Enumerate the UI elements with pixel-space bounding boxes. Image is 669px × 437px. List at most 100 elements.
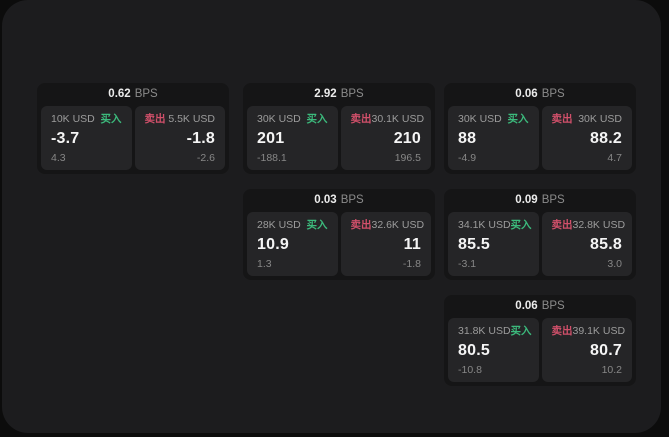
sell-delta: 3.0	[607, 257, 622, 270]
quote-tiles: 28K USD 买入 10.9 1.3 卖出 32.6K USD 11 -1.8	[243, 212, 435, 280]
bps-value: 0.09	[515, 193, 538, 206]
buy-side-badge: 买入	[306, 219, 328, 231]
buy-price: 80.5	[458, 341, 490, 359]
buy-tile[interactable]: 34.1K USD 买入 85.5 -3.1	[448, 212, 539, 276]
buy-tile-top: 30K USD 买入	[257, 114, 328, 125]
sell-price: 85.8	[590, 235, 622, 253]
sell-tile-top: 卖出 30.1K USD	[350, 113, 425, 125]
sell-delta: -1.8	[402, 257, 421, 270]
sell-side-badge: 卖出	[551, 325, 573, 337]
sell-tile[interactable]: 卖出 5.5K USD -1.8 -2.6	[134, 106, 225, 170]
bps-unit-label: BPS	[340, 87, 364, 100]
buy-tile[interactable]: 10K USD 买入 -3.7 4.3	[41, 106, 132, 170]
buy-side-badge: 买入	[507, 113, 529, 125]
sell-size-label: 30.1K USD	[371, 113, 425, 125]
bps-value: 0.06	[515, 87, 538, 100]
sell-delta: 4.7	[607, 151, 622, 164]
quote-card-1: 0.62 BPS 10K USD 买入 -3.7 4.3 卖出 5.5K USD…	[37, 83, 229, 174]
bps-value: 0.06	[515, 299, 538, 312]
buy-size-label: 34.1K USD	[458, 219, 511, 231]
buy-tile-top: 31.8K USD 买入	[458, 325, 532, 337]
sell-size-label: 30K USD	[578, 113, 622, 125]
quote-tiles: 34.1K USD 买入 85.5 -3.1 卖出 32.8K USD 85.8…	[444, 212, 636, 280]
sell-side-badge: 卖出	[144, 113, 166, 125]
quote-tiles: 31.8K USD 买入 80.5 -10.8 卖出 39.1K USD 80.…	[444, 318, 636, 386]
bps-value: 0.03	[314, 193, 337, 206]
buy-delta: -188.1	[257, 151, 287, 164]
buy-size-label: 30K USD	[458, 113, 502, 125]
buy-side-badge: 买入	[510, 219, 532, 231]
quotes-panel: 0.62 BPS 10K USD 买入 -3.7 4.3 卖出 5.5K USD…	[2, 0, 661, 433]
sell-delta: 10.2	[601, 363, 622, 376]
quote-card-2: 2.92 BPS 30K USD 买入 201 -188.1 卖出 30.1K …	[243, 83, 435, 174]
bps-header: 2.92 BPS	[243, 83, 435, 106]
buy-side-badge: 买入	[306, 113, 328, 125]
buy-tile-top: 10K USD 买入	[51, 114, 122, 125]
bps-header: 0.62 BPS	[37, 83, 229, 106]
sell-size-label: 39.1K USD	[572, 325, 626, 337]
buy-delta: 1.3	[257, 257, 272, 270]
bps-unit-label: BPS	[541, 87, 565, 100]
sell-tile-top: 卖出 32.6K USD	[350, 219, 425, 231]
sell-tile[interactable]: 卖出 32.8K USD 85.8 3.0	[541, 212, 632, 276]
buy-tile[interactable]: 31.8K USD 买入 80.5 -10.8	[448, 318, 539, 382]
buy-tile-top: 34.1K USD 买入	[458, 219, 532, 231]
bps-header: 0.06 BPS	[444, 295, 636, 318]
buy-tile[interactable]: 28K USD 买入 10.9 1.3	[247, 212, 338, 276]
quote-tiles: 10K USD 买入 -3.7 4.3 卖出 5.5K USD -1.8 -2.…	[37, 106, 229, 174]
sell-price: 88.2	[590, 129, 622, 147]
quote-tiles: 30K USD 买入 201 -188.1 卖出 30.1K USD 210 1…	[243, 106, 435, 174]
sell-price: 11	[403, 235, 421, 253]
buy-size-label: 31.8K USD	[458, 325, 511, 337]
buy-side-badge: 买入	[510, 325, 532, 337]
buy-side-badge: 买入	[100, 113, 122, 125]
buy-tile-top: 30K USD 买入	[458, 114, 529, 125]
sell-side-badge: 卖出	[551, 219, 573, 231]
sell-tile[interactable]: 卖出 32.6K USD 11 -1.8	[340, 212, 431, 276]
buy-price: 10.9	[257, 235, 289, 253]
bps-unit-label: BPS	[541, 299, 565, 312]
sell-tile[interactable]: 卖出 30.1K USD 210 196.5	[340, 106, 431, 170]
bps-header: 0.03 BPS	[243, 189, 435, 212]
quote-card-5: 0.09 BPS 34.1K USD 买入 85.5 -3.1 卖出 32.8K…	[444, 189, 636, 280]
buy-delta: -10.8	[458, 363, 482, 376]
sell-tile-top: 卖出 32.8K USD	[551, 219, 626, 231]
quote-card-3: 0.06 BPS 30K USD 买入 88 -4.9 卖出 30K USD 8…	[444, 83, 636, 174]
sell-side-badge: 卖出	[350, 219, 372, 231]
sell-size-label: 32.6K USD	[371, 219, 425, 231]
bps-value: 0.62	[108, 87, 131, 100]
bps-header: 0.09 BPS	[444, 189, 636, 212]
sell-side-badge: 卖出	[350, 113, 372, 125]
sell-tile-top: 卖出 30K USD	[552, 114, 623, 125]
sell-tile[interactable]: 卖出 30K USD 88.2 4.7	[541, 106, 632, 170]
sell-price: 80.7	[590, 341, 622, 359]
buy-tile[interactable]: 30K USD 买入 201 -188.1	[247, 106, 338, 170]
buy-price: 85.5	[458, 235, 490, 253]
buy-delta: 4.3	[51, 151, 66, 164]
quote-card-6: 0.06 BPS 31.8K USD 买入 80.5 -10.8 卖出 39.1…	[444, 295, 636, 386]
sell-tile-top: 卖出 39.1K USD	[551, 325, 626, 337]
buy-price: 88	[458, 129, 477, 147]
bps-unit-label: BPS	[541, 193, 565, 206]
sell-size-label: 5.5K USD	[168, 113, 215, 125]
sell-delta: 196.5	[394, 151, 421, 164]
buy-delta: -4.9	[458, 151, 477, 164]
sell-delta: -2.6	[196, 151, 215, 164]
bps-header: 0.06 BPS	[444, 83, 636, 106]
sell-side-badge: 卖出	[551, 113, 573, 125]
quote-tiles: 30K USD 买入 88 -4.9 卖出 30K USD 88.2 4.7	[444, 106, 636, 174]
bps-unit-label: BPS	[340, 193, 364, 206]
buy-price: -3.7	[51, 129, 80, 147]
sell-tile-top: 卖出 5.5K USD	[145, 114, 216, 125]
sell-tile[interactable]: 卖出 39.1K USD 80.7 10.2	[541, 318, 632, 382]
buy-tile[interactable]: 30K USD 买入 88 -4.9	[448, 106, 539, 170]
sell-price: 210	[393, 129, 421, 147]
sell-price: -1.8	[186, 129, 215, 147]
buy-size-label: 30K USD	[257, 113, 301, 125]
quote-card-4: 0.03 BPS 28K USD 买入 10.9 1.3 卖出 32.6K US…	[243, 189, 435, 280]
buy-size-label: 10K USD	[51, 113, 95, 125]
sell-size-label: 32.8K USD	[572, 219, 626, 231]
buy-size-label: 28K USD	[257, 219, 301, 231]
bps-value: 2.92	[314, 87, 337, 100]
buy-tile-top: 28K USD 买入	[257, 220, 328, 231]
